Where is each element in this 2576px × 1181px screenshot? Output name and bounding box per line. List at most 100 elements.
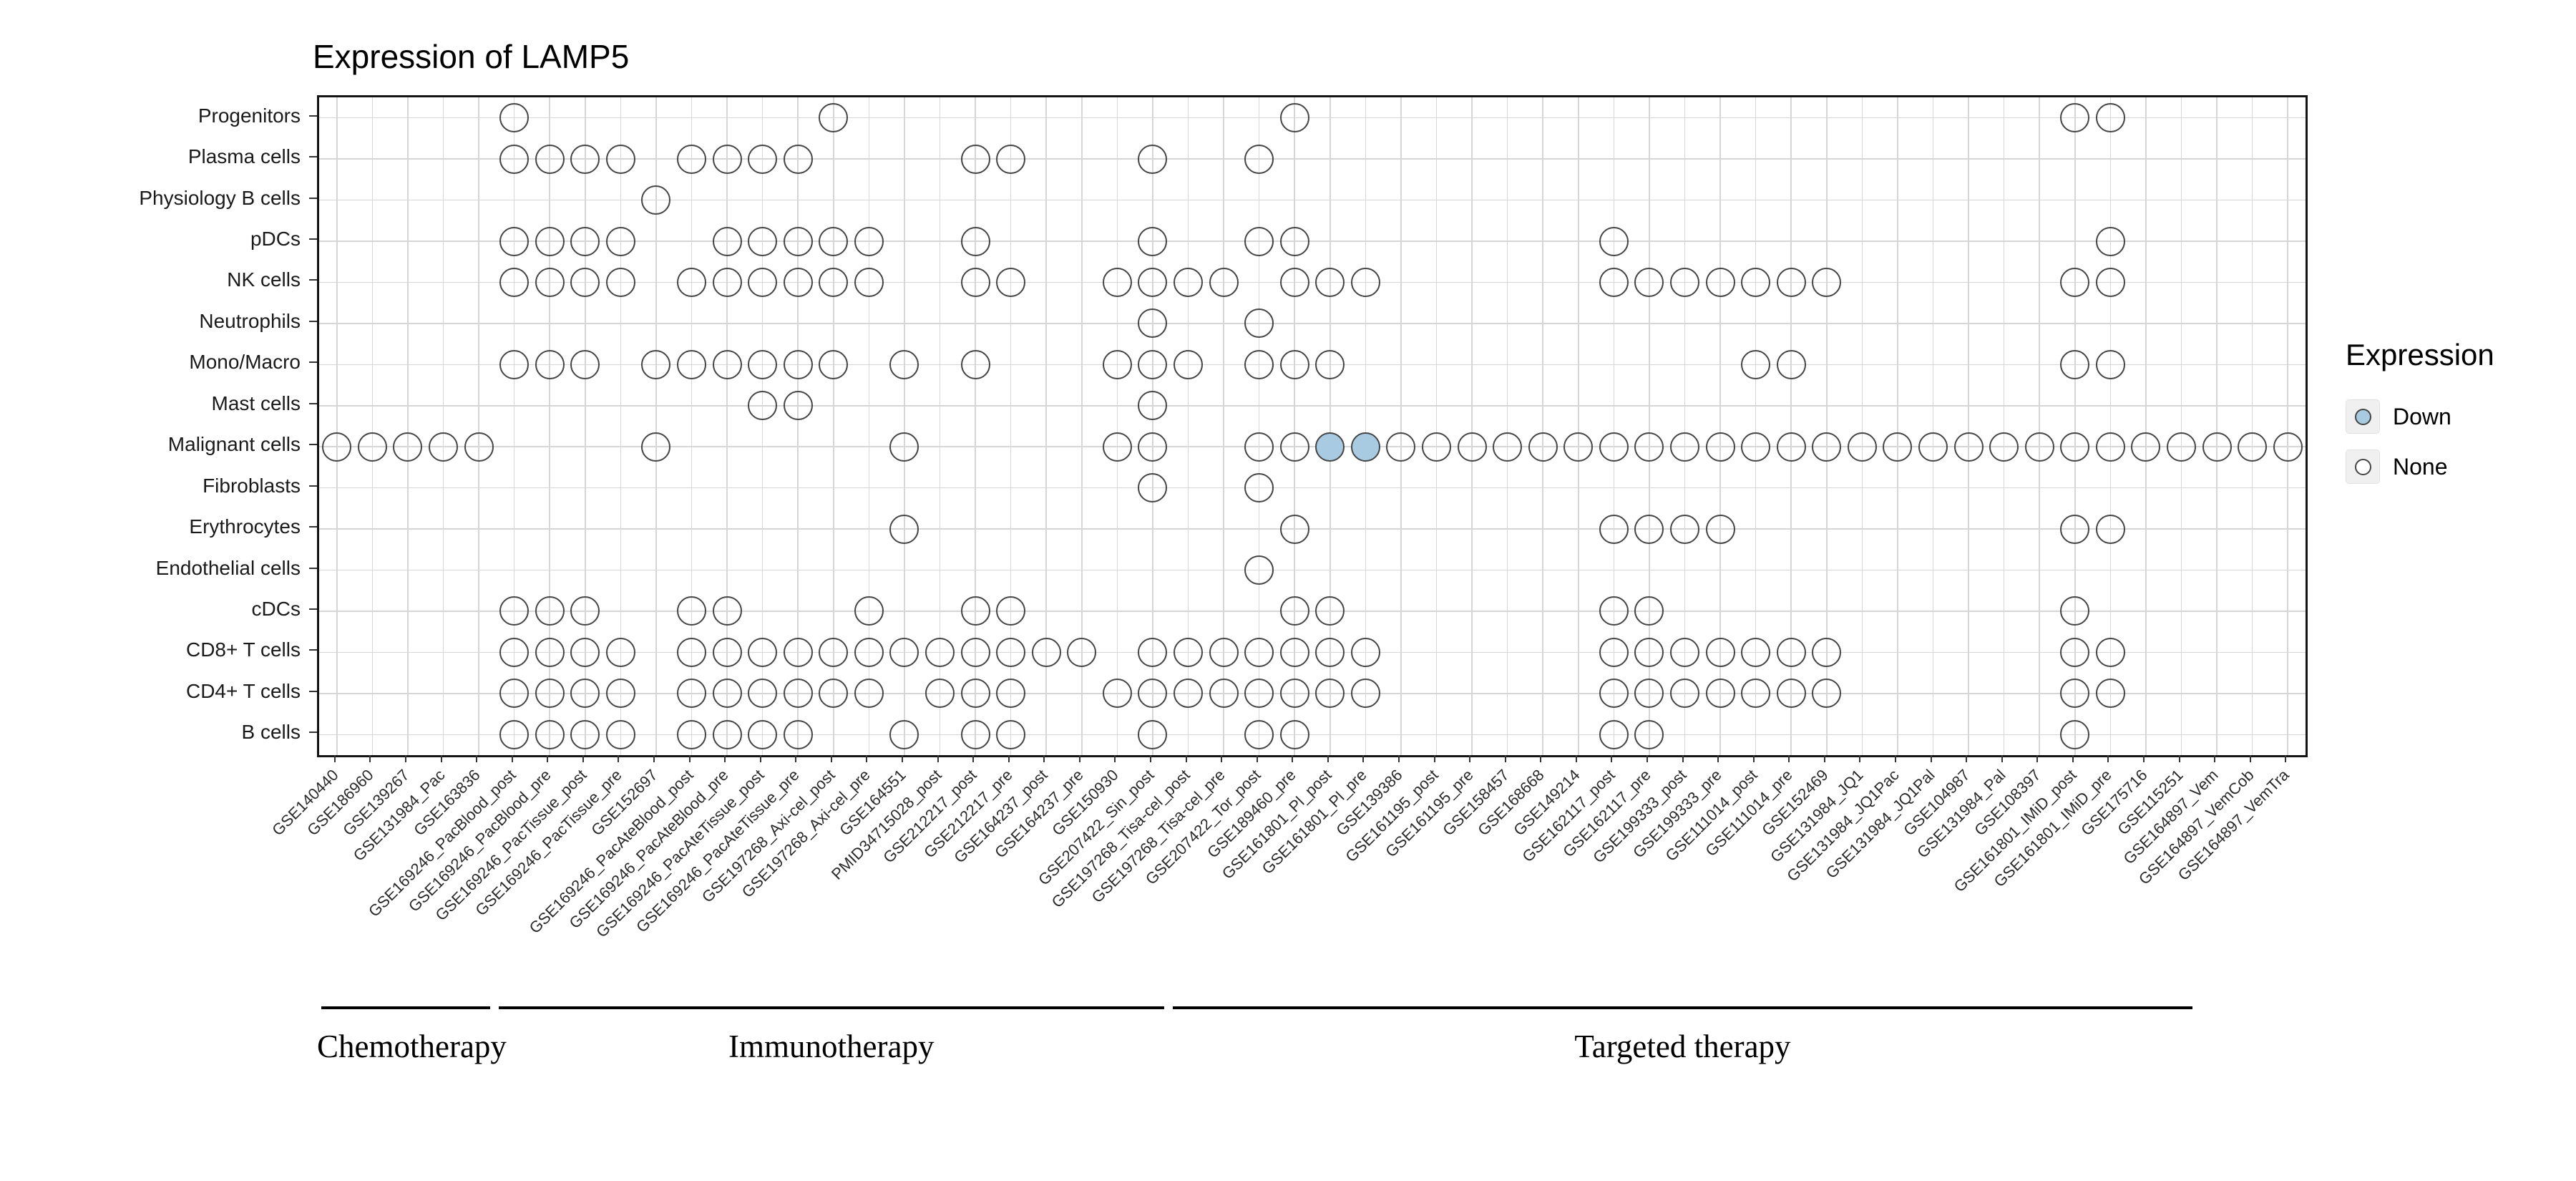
therapy-group-line bbox=[498, 1006, 1164, 1009]
x-axis-tick bbox=[2142, 755, 2145, 762]
x-axis-tick bbox=[1752, 755, 1755, 762]
expression-dot-none bbox=[1599, 679, 1629, 709]
grid-line-horizontal bbox=[319, 446, 2306, 447]
expression-dot-none bbox=[2095, 267, 2125, 297]
expression-dot-none bbox=[925, 679, 955, 709]
x-axis-tick bbox=[404, 755, 406, 762]
grid-line-vertical bbox=[2251, 97, 2253, 755]
x-axis-tick bbox=[1469, 755, 1471, 762]
grid-line-vertical bbox=[1649, 97, 1650, 755]
expression-dot-none bbox=[1244, 473, 1274, 503]
grid-line-vertical bbox=[1152, 97, 1153, 755]
expression-dot-none bbox=[889, 349, 919, 379]
y-axis-label: B cells bbox=[241, 721, 301, 744]
expression-dot-none bbox=[570, 596, 600, 626]
grid-line-vertical bbox=[868, 97, 870, 755]
expression-dot-none bbox=[748, 679, 778, 709]
legend-title: Expression bbox=[2346, 338, 2494, 371]
expression-dot-none bbox=[996, 679, 1026, 709]
expression-dot-none bbox=[2131, 432, 2161, 462]
x-axis-tick bbox=[1078, 755, 1080, 762]
x-axis-tick bbox=[1859, 755, 1861, 762]
expression-dot-none bbox=[1634, 514, 1664, 544]
expression-dot-none bbox=[783, 679, 813, 709]
grid-line-horizontal bbox=[319, 364, 2306, 366]
grid-line-horizontal bbox=[319, 487, 2306, 489]
expression-dot-none bbox=[960, 679, 990, 709]
expression-dot-none bbox=[1670, 514, 1699, 544]
therapy-group-label: Targeted therapy bbox=[1574, 1029, 1791, 1064]
expression-dot-none bbox=[1812, 267, 1842, 297]
expression-dot-none bbox=[712, 349, 742, 379]
expression-dot-none bbox=[570, 144, 600, 174]
x-axis-tick bbox=[1043, 755, 1045, 762]
x-axis-tick bbox=[1611, 755, 1613, 762]
x-axis-tick bbox=[1788, 755, 1790, 762]
x-axis-tick bbox=[795, 755, 797, 762]
x-axis-tick bbox=[369, 755, 371, 762]
x-axis-tick bbox=[1292, 755, 1294, 762]
expression-dot-none bbox=[535, 144, 565, 174]
expression-dot-none bbox=[889, 432, 919, 462]
none-dot-icon bbox=[2354, 458, 2371, 475]
expression-dot-none bbox=[854, 679, 884, 709]
grid-line-horizontal bbox=[319, 281, 2306, 283]
x-axis-tick bbox=[1504, 755, 1506, 762]
expression-dot-none bbox=[2060, 349, 2090, 379]
expression-dot-none bbox=[854, 226, 884, 256]
down-dot-icon bbox=[2354, 408, 2371, 425]
expression-dot-none bbox=[677, 349, 706, 379]
grid-line-horizontal bbox=[319, 651, 2306, 653]
expression-dot-none bbox=[996, 637, 1026, 667]
expression-dot-none bbox=[499, 596, 530, 626]
expression-dot-none bbox=[570, 679, 600, 709]
expression-dot-none bbox=[1279, 514, 1309, 544]
expression-dot-none bbox=[1102, 349, 1132, 379]
y-axis-tick bbox=[309, 608, 317, 610]
y-axis-label: Endothelial cells bbox=[155, 556, 301, 579]
expression-dot-none bbox=[996, 144, 1026, 174]
expression-dot-none bbox=[1634, 432, 1664, 462]
expression-dot-none bbox=[783, 391, 813, 421]
expression-dot-none bbox=[1741, 637, 1771, 667]
expression-dot-none bbox=[605, 267, 635, 297]
expression-dot-none bbox=[2060, 267, 2090, 297]
expression-dot-none bbox=[1634, 637, 1664, 667]
x-axis-tick bbox=[1114, 755, 1116, 762]
expression-dot-none bbox=[1102, 267, 1132, 297]
grid-line-vertical bbox=[513, 97, 515, 755]
grid-line-horizontal bbox=[319, 734, 2306, 736]
grid-line-horizontal bbox=[319, 199, 2306, 201]
expression-dot-none bbox=[464, 432, 494, 462]
grid-line-horizontal bbox=[319, 158, 2306, 160]
expression-dot-none bbox=[1528, 432, 1558, 462]
grid-line-vertical bbox=[1684, 97, 1686, 755]
expression-dot-none bbox=[1279, 226, 1309, 256]
x-axis-tick bbox=[1823, 755, 1825, 762]
expression-dot-none bbox=[712, 226, 742, 256]
expression-dot-none bbox=[1279, 349, 1309, 379]
x-axis-tick bbox=[2178, 755, 2180, 762]
expression-dot-none bbox=[677, 637, 706, 667]
expression-dot-none bbox=[535, 226, 565, 256]
legend-label-none: None bbox=[2393, 453, 2448, 480]
legend: Expression Down None bbox=[2346, 338, 2494, 500]
grid-line-vertical bbox=[1755, 97, 1757, 755]
y-axis-tick bbox=[309, 402, 317, 404]
x-axis-tick bbox=[653, 755, 655, 762]
x-axis-tick bbox=[2001, 755, 2003, 762]
expression-dot-none bbox=[1138, 473, 1168, 503]
grid-line-vertical bbox=[1400, 97, 1402, 755]
expression-dot-none bbox=[1989, 432, 2019, 462]
x-axis-tick bbox=[582, 755, 584, 762]
expression-dot-none bbox=[1776, 637, 1806, 667]
x-axis-tick bbox=[1930, 755, 1932, 762]
expression-dot-none bbox=[1634, 719, 1664, 749]
expression-dot-none bbox=[499, 267, 530, 297]
expression-dot-none bbox=[535, 719, 565, 749]
expression-dot-none bbox=[2060, 719, 2090, 749]
chart-title: Expression of LAMP5 bbox=[313, 38, 630, 75]
expression-dot-none bbox=[996, 267, 1026, 297]
expression-dot-none bbox=[783, 144, 813, 174]
